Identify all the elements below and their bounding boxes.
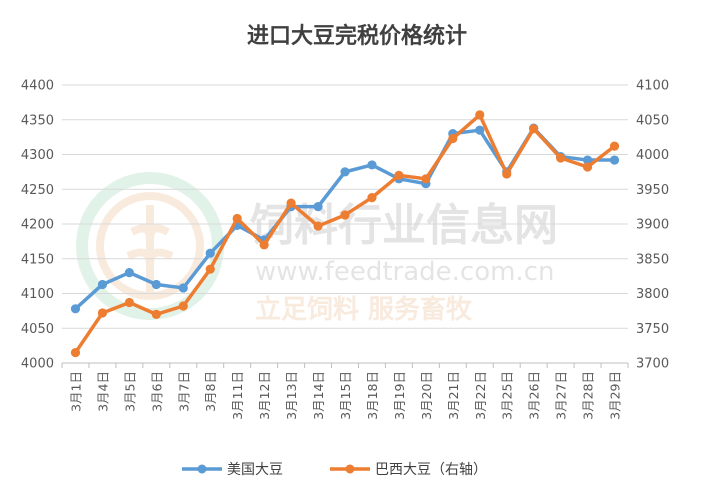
x-tick-label: 3月26日: [527, 371, 542, 420]
x-tick-label: 3月29日: [608, 371, 623, 420]
legend: 美国大豆 巴西大豆（右轴）: [182, 462, 487, 478]
legend-item-us: 美国大豆: [182, 462, 283, 478]
data-point: [97, 279, 108, 290]
data-point: [502, 169, 512, 179]
y-left-tick-label: 4000: [21, 357, 54, 372]
data-point: [205, 248, 215, 258]
y-left-tick-label: 4150: [21, 252, 54, 267]
y-right-tick-label: 3950: [636, 183, 669, 198]
y-right-tick-label: 3700: [636, 357, 669, 372]
x-tick-label: 3月14日: [311, 371, 326, 420]
x-tick-label: 3月13日: [284, 371, 299, 420]
data-point: [124, 297, 134, 308]
x-tick-label: 3月22日: [473, 371, 488, 420]
x-tick-label: 3月21日: [446, 371, 461, 420]
data-point: [421, 174, 431, 184]
gridlines: [62, 84, 628, 364]
data-point: [151, 309, 161, 319]
data-point: [556, 153, 566, 163]
data-point: [286, 198, 296, 208]
y-left-tick-label: 4300: [21, 148, 54, 163]
x-tick-label: 3月11日: [230, 371, 245, 420]
x-tick-label: 3月7日: [176, 371, 191, 412]
y-right-tick-label: 3850: [636, 252, 669, 267]
y-right-tick-label: 3750: [636, 322, 669, 337]
x-tick-label: 3月27日: [554, 371, 569, 420]
data-point: [529, 124, 539, 134]
x-tick-label: 3月12日: [257, 371, 272, 420]
y-right-tick-label: 4000: [636, 148, 669, 163]
data-point: [340, 210, 350, 220]
data-point: [151, 279, 161, 290]
data-point: [70, 304, 81, 314]
data-point: [178, 301, 188, 311]
y-right-tick-label: 4050: [636, 113, 669, 128]
x-tick-label: 3月6日: [149, 371, 164, 412]
data-point: [205, 264, 215, 274]
legend-item-brazil: 巴西大豆（右轴）: [330, 462, 487, 478]
legend-label-us: 美国大豆: [227, 462, 283, 478]
x-tick-label: 3月18日: [365, 371, 380, 420]
y-left-tick-label: 4350: [21, 113, 54, 128]
data-point: [70, 347, 81, 358]
data-point: [448, 133, 458, 144]
series-brazil: [70, 110, 620, 358]
data-point: [124, 268, 134, 278]
data-point: [97, 308, 108, 318]
watermark-name: 饲料行业信息网: [250, 200, 558, 251]
data-point: [582, 155, 593, 165]
watermark-slogan: 立足饲料 服务畜牧: [255, 294, 473, 325]
y-left-tick-label: 4200: [21, 218, 54, 233]
data-point: [475, 125, 485, 135]
y-right-tick-label: 4100: [636, 79, 669, 94]
data-point: [367, 160, 377, 170]
data-point: [313, 221, 323, 231]
data-point: [340, 167, 350, 177]
x-tick-label: 3月20日: [419, 371, 434, 420]
x-tick-label: 3月15日: [338, 371, 353, 420]
legend-label-brazil: 巴西大豆（右轴）: [375, 462, 487, 478]
x-tick-label: 3月1日: [68, 371, 83, 412]
y-axis-left: 4000 4050 4100 4150 4200 4250 4300 4350 4400: [21, 79, 54, 372]
y-left-tick-label: 4050: [21, 322, 54, 337]
data-point: [178, 283, 188, 293]
data-point: [609, 141, 620, 151]
x-tick-label: 3月25日: [500, 371, 515, 420]
data-point: [609, 155, 620, 165]
data-point: [394, 170, 404, 180]
x-axis: 3月1日 3月4日 3月5日 3月6日 3月7日 3月8日 3月11日 3月12日 3月13日 3…: [61, 363, 629, 420]
x-tick-label: 3月28日: [581, 371, 596, 420]
data-point: [367, 192, 377, 203]
y-left-tick-label: 4250: [21, 183, 54, 198]
y-axis-right: 3700 3750 3800 3850 3900 3950 4000 4050 4100: [636, 79, 669, 372]
data-point: [313, 202, 323, 212]
data-point: [475, 110, 485, 120]
chart-title: 进口大豆完税价格统计: [247, 23, 467, 49]
x-tick-label: 3月8日: [203, 371, 218, 412]
y-right-tick-label: 3900: [636, 218, 669, 233]
series-layer: [70, 110, 620, 358]
watermark-url: www.feedtrade.com.cn: [255, 257, 554, 287]
x-tick-label: 3月5日: [122, 371, 137, 412]
x-tick-label: 3月19日: [392, 371, 407, 420]
watermark: 饲料行业信息网 www.feedtrade.com.cn 立足饲料 服务畜牧: [76, 172, 558, 325]
data-point: [232, 213, 242, 224]
data-point: [582, 162, 593, 172]
data-point: [259, 240, 269, 250]
y-left-tick-label: 4400: [21, 79, 54, 94]
y-left-tick-label: 4100: [21, 287, 54, 302]
y-right-tick-label: 3800: [636, 287, 669, 302]
x-tick-label: 3月4日: [95, 371, 110, 412]
